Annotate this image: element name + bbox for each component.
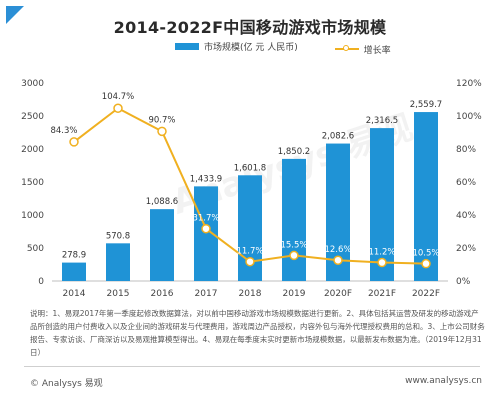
bar-value-label: 278.9	[62, 251, 86, 261]
growth-point	[245, 256, 255, 267]
footer-brand: © Analysys 易观	[30, 379, 103, 389]
growth-value-label: 12.6%	[324, 245, 351, 255]
y-left-tick-label: 2500	[21, 112, 44, 122]
bar	[282, 158, 306, 281]
chart-title: 2014-2022F中国移动游戏市场规模	[113, 18, 387, 37]
growth-value-label: 31.7%	[192, 214, 219, 224]
y-left-tick-label: 1000	[21, 211, 44, 221]
growth-point	[377, 257, 387, 268]
bar-value-label: 570.8	[106, 231, 130, 241]
growth-point	[201, 223, 211, 234]
growth-value-label: 15.5%	[280, 240, 307, 250]
y-left-tick-label: 0	[38, 277, 44, 287]
growth-value-label: 11.7%	[236, 247, 263, 257]
growth-value-label: 10.5%	[412, 249, 439, 259]
legend-item-bar: 市场规模(亿 元 人民币)	[175, 40, 298, 53]
x-tick-label: 2014	[63, 289, 86, 299]
x-tick-label: 2019	[283, 289, 306, 299]
y-right-tick-label: 0%	[456, 277, 471, 287]
y-right-tick-label: 20%	[456, 244, 476, 254]
bar-value-label: 1,088.6	[146, 197, 178, 207]
bar-value-label: 1,601.8	[234, 163, 266, 173]
growth-value-label: 90.7%	[148, 115, 175, 125]
bar-value-label: 2,316.5	[366, 116, 398, 126]
footer-url: www.analysys.cn	[405, 376, 482, 386]
y-right-tick-label: 120%	[456, 79, 482, 89]
x-tick-label: 2015	[107, 289, 130, 299]
market-size-chart: Analysys 易观0500100015002000250030000%20%…	[21, 79, 482, 299]
legend-bar-label: 市场规模(亿 元 人民币)	[204, 43, 298, 53]
growth-point	[421, 258, 431, 269]
y-right-tick-label: 40%	[456, 211, 476, 221]
legend-line-swatch	[334, 45, 359, 51]
y-left-tick-label: 500	[27, 244, 44, 254]
x-tick-label: 2021F	[368, 289, 396, 299]
growth-point	[113, 103, 123, 113]
bar	[194, 186, 218, 281]
y-left-tick-label: 1500	[21, 178, 44, 188]
growth-point	[69, 137, 79, 147]
legend-bar-swatch	[175, 43, 199, 50]
x-tick-label: 2022F	[412, 289, 440, 299]
bar	[370, 128, 394, 281]
growth-point	[157, 126, 167, 137]
y-right-tick-label: 100%	[456, 112, 482, 122]
legend: 市场规模(亿 元 人民币) 增长率	[175, 40, 425, 56]
y-right-tick-label: 60%	[456, 178, 476, 188]
growth-value-label: 84.3%	[50, 126, 77, 136]
legend-line-label: 增长率	[363, 45, 391, 56]
y-right-tick-label: 80%	[456, 145, 476, 155]
growth-point	[289, 250, 299, 261]
bar	[62, 262, 86, 281]
x-tick-label: 2018	[239, 289, 262, 299]
y-left-tick-label: 2000	[21, 145, 44, 155]
bar-value-label: 1,850.2	[278, 147, 310, 157]
bar	[150, 209, 174, 281]
growth-point	[333, 255, 343, 265]
legend-item-line: 增长率	[334, 43, 391, 56]
bar-value-label: 1,433.9	[190, 174, 222, 184]
corner-accent	[6, 6, 24, 24]
y-left-tick-label: 3000	[21, 79, 44, 89]
bar-value-label: 2,082.6	[322, 132, 354, 142]
growth-value-label: 11.2%	[368, 248, 395, 258]
x-tick-label: 2017	[195, 289, 218, 299]
bar	[414, 112, 438, 281]
bar-value-label: 2,559.7	[410, 100, 442, 110]
chart-note: 说明：1、易观2017年第一季度起修改数据算法，对以前中国移动游戏市场规模数据进…	[30, 309, 485, 357]
growth-value-label: 104.7%	[102, 92, 134, 102]
footer-divider	[24, 366, 480, 367]
x-tick-label: 2016	[151, 289, 174, 299]
x-tick-label: 2020F	[324, 289, 352, 299]
bar	[106, 243, 130, 281]
